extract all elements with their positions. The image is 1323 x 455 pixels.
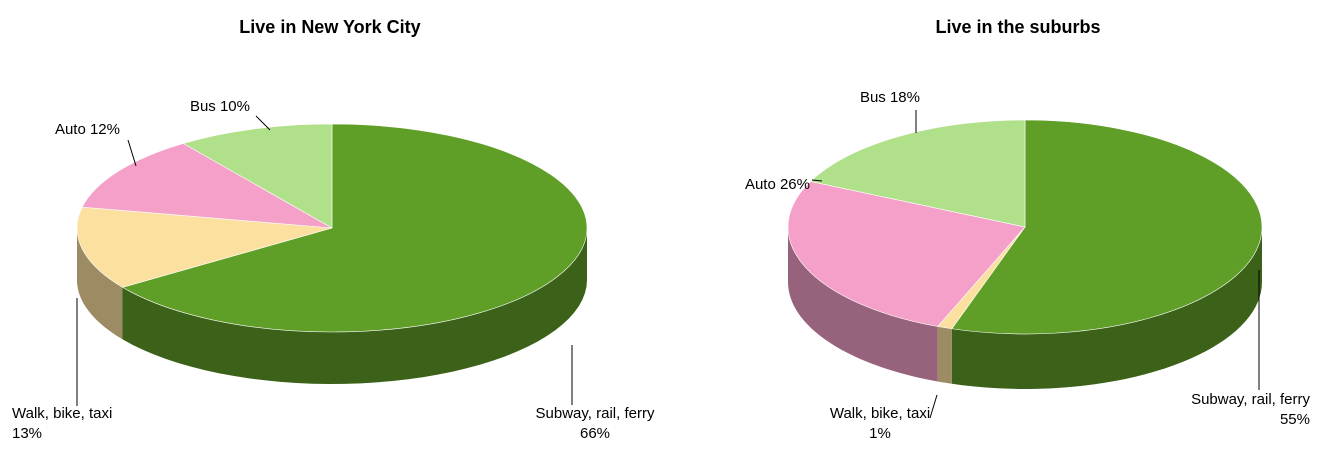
- category-label: Bus: [859, 89, 886, 106]
- chart-title: Live in the suburbs: [935, 17, 1101, 37]
- category-label: Auto: [54, 121, 86, 138]
- slice: [76, 206, 333, 288]
- data-label: Subway, rail, ferry 55%: [1160, 390, 1310, 430]
- data-label: Walk, bike, taxi 13%: [12, 404, 142, 444]
- value-label: 12%: [89, 121, 120, 138]
- category-label: Subway, rail, ferry: [1191, 391, 1310, 408]
- slice-side: [937, 326, 952, 384]
- leader-line: [929, 394, 938, 419]
- data-label: Subway, rail, ferry 66%: [520, 404, 670, 444]
- leader-line: [811, 179, 823, 182]
- data-label: Auto 26%: [700, 175, 810, 195]
- data-label: Auto 12%: [20, 120, 120, 140]
- category-label: Bus: [189, 98, 216, 115]
- slice: [182, 123, 333, 229]
- slice-side: [122, 228, 587, 384]
- leader-line: [127, 139, 137, 167]
- value-label: 18%: [889, 89, 920, 106]
- category-label: Auto: [744, 176, 776, 193]
- slice-side: [77, 228, 123, 340]
- data-label: Bus 10%: [150, 97, 250, 117]
- slice: [809, 119, 1026, 228]
- slice-side: [788, 227, 938, 382]
- data-label: Bus 18%: [820, 88, 920, 108]
- slice: [81, 143, 333, 229]
- data-label: Walk, bike, taxi 1%: [820, 404, 940, 444]
- value-label: 66%: [579, 425, 611, 442]
- value-label: 1%: [869, 425, 891, 442]
- value-label: 13%: [12, 425, 43, 442]
- slice: [787, 181, 1026, 327]
- leader-line: [255, 115, 271, 131]
- slice: [121, 123, 588, 333]
- category-label: Walk, bike, taxi: [12, 405, 113, 422]
- category-label: Walk, bike, taxi: [829, 405, 931, 422]
- slice-side: [951, 227, 1262, 389]
- slice: [951, 119, 1263, 335]
- category-label: Subway, rail, ferry: [535, 405, 655, 422]
- chart-title: Live in New York City: [239, 17, 421, 37]
- value-label: 10%: [219, 98, 250, 115]
- value-label: 26%: [779, 176, 810, 193]
- value-label: 55%: [1279, 411, 1310, 428]
